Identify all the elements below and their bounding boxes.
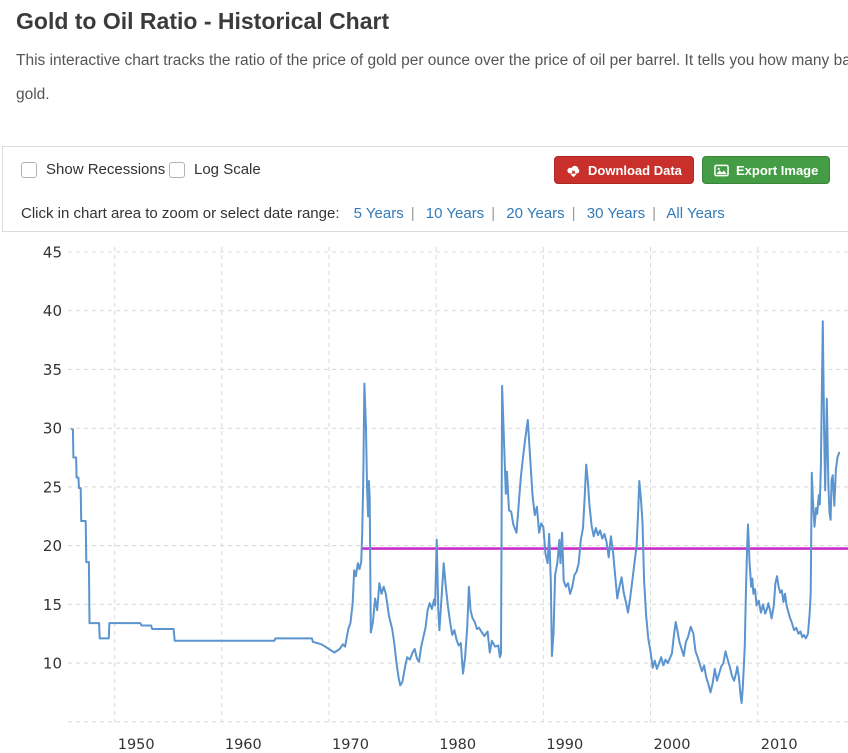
- download-data-button[interactable]: Download Data: [554, 156, 694, 184]
- range-link-all-years[interactable]: All Years: [666, 205, 725, 222]
- y-axis-tick-label: 40: [43, 302, 62, 320]
- cloud-download-icon: [566, 163, 581, 178]
- chart-area[interactable]: 45 40 35 30 25 20 15 10 1950 1960 1970 1980 1990 2000…: [0, 230, 848, 753]
- chart-control-panel: Show Recessions Log Scale Download Data: [2, 146, 848, 232]
- show-recessions-label: Show Recessions: [46, 161, 166, 178]
- range-link-5-years[interactable]: 5 Years: [353, 205, 404, 222]
- log-scale-checkbox[interactable]: Log Scale: [169, 161, 261, 178]
- gold-to-oil-ratio-line: [70, 320, 841, 704]
- x-axis-tick-label: 2010: [761, 737, 798, 753]
- zoom-prompt: Click in chart area to zoom or select da…: [21, 205, 340, 222]
- x-axis-tick-label: 2000: [654, 737, 691, 753]
- y-axis-tick-label: 30: [43, 420, 62, 438]
- page-description-line2: gold.: [16, 86, 50, 103]
- x-axis-tick-label: 1970: [332, 737, 369, 753]
- log-scale-label: Log Scale: [194, 161, 261, 178]
- x-axis-tick-label: 1990: [546, 737, 583, 753]
- y-axis-tick-label: 15: [43, 596, 62, 614]
- page-description-line1: This interactive chart tracks the ratio …: [16, 52, 848, 69]
- y-axis-tick-label: 25: [43, 478, 62, 496]
- y-axis-tick-label: 10: [43, 655, 62, 673]
- y-axis-tick-label: 35: [43, 361, 62, 379]
- x-axis-tick-label: 1960: [225, 737, 262, 753]
- link-separator: |: [410, 205, 415, 222]
- x-axis-tick-label: 1980: [439, 737, 476, 753]
- checkbox-icon[interactable]: [169, 161, 185, 178]
- checkbox-icon[interactable]: [21, 161, 37, 178]
- zoom-range-row: Click in chart area to zoom or select da…: [21, 205, 725, 222]
- range-link-10-years[interactable]: 10 Years: [425, 205, 485, 222]
- export-image-button[interactable]: Export Image: [702, 156, 831, 184]
- range-link-30-years[interactable]: 30 Years: [586, 205, 646, 222]
- y-axis-tick-label: 20: [43, 537, 62, 555]
- ratio-line-chart[interactable]: 45 40 35 30 25 20 15 10 1950 1960 1970 1980 1990 2000…: [0, 230, 848, 753]
- image-icon: [714, 163, 729, 178]
- download-data-label: Download Data: [588, 162, 682, 178]
- range-link-20-years[interactable]: 20 Years: [506, 205, 565, 222]
- page-title: Gold to Oil Ratio - Historical Chart: [16, 8, 390, 34]
- link-separator: |: [491, 205, 496, 222]
- export-image-label: Export Image: [736, 162, 819, 178]
- show-recessions-checkbox[interactable]: Show Recessions: [21, 161, 165, 178]
- y-axis-tick-label: 45: [43, 244, 62, 262]
- x-axis-tick-label: 1950: [118, 737, 155, 753]
- link-separator: |: [652, 205, 657, 222]
- link-separator: |: [571, 205, 576, 222]
